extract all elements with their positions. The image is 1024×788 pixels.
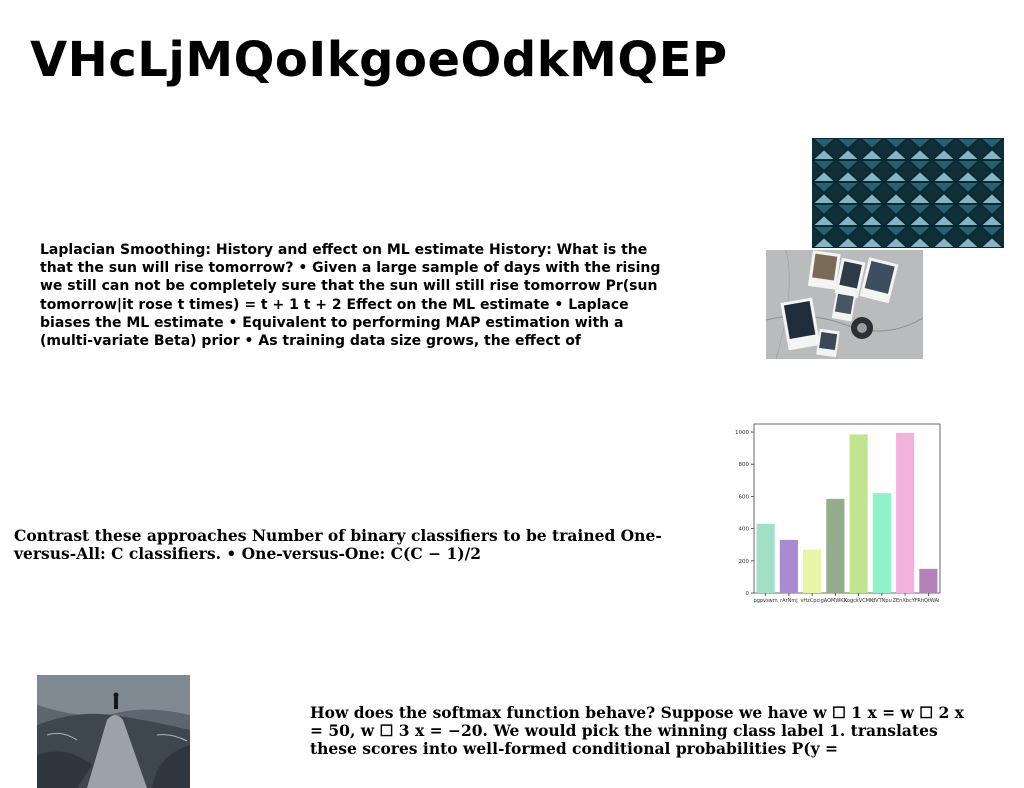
x-tick-label: pgpvswm (754, 598, 778, 604)
bar (872, 493, 891, 593)
x-tick-label: RhQtWAi (917, 598, 939, 604)
bar-chart-svg: 0 200 400 600 800 1000 pgpvswm rArNmj vHzCpcig AO… (735, 423, 941, 604)
softmax-text: How does the softmax function behave? Su… (310, 703, 964, 758)
bar (919, 568, 938, 593)
y-tick-label: 800 (739, 462, 750, 468)
bar (779, 539, 798, 593)
bar (849, 434, 868, 593)
rocky-landscape-photo (37, 675, 190, 788)
x-tick-label: dVTNpu (872, 598, 892, 604)
bar (803, 549, 822, 593)
x-tick-label: rArNmj (780, 598, 798, 604)
x-tick-label: KogckVCMK (844, 598, 874, 604)
laplacian-smoothing-text: Laplacian Smoothing: History and effect … (40, 242, 661, 350)
bar (896, 432, 915, 593)
x-tick-label: vHzCpcig (800, 598, 823, 604)
bar (826, 498, 845, 593)
x-tick-label: ZEnXbcYF (893, 598, 918, 604)
architecture-photo (812, 138, 1004, 248)
y-tick-label: 400 (739, 527, 750, 533)
bar (756, 523, 775, 593)
bar-chart: 0 200 400 600 800 1000 pgpvswm rArNmj vHzCpcig AO… (726, 418, 946, 608)
y-tick-label: 200 (739, 559, 750, 565)
polaroids-photo (766, 250, 923, 359)
y-tick-label: 1000 (735, 430, 749, 436)
contrast-approaches-text: Contrast these approaches Number of bina… (14, 526, 662, 563)
x-tick-label: AOMWKX (824, 598, 848, 604)
page-title: VHcLjMQoIkgoeOdkMQEP (30, 32, 728, 88)
y-tick-label: 0 (746, 591, 750, 597)
y-tick-label: 600 (739, 494, 750, 500)
